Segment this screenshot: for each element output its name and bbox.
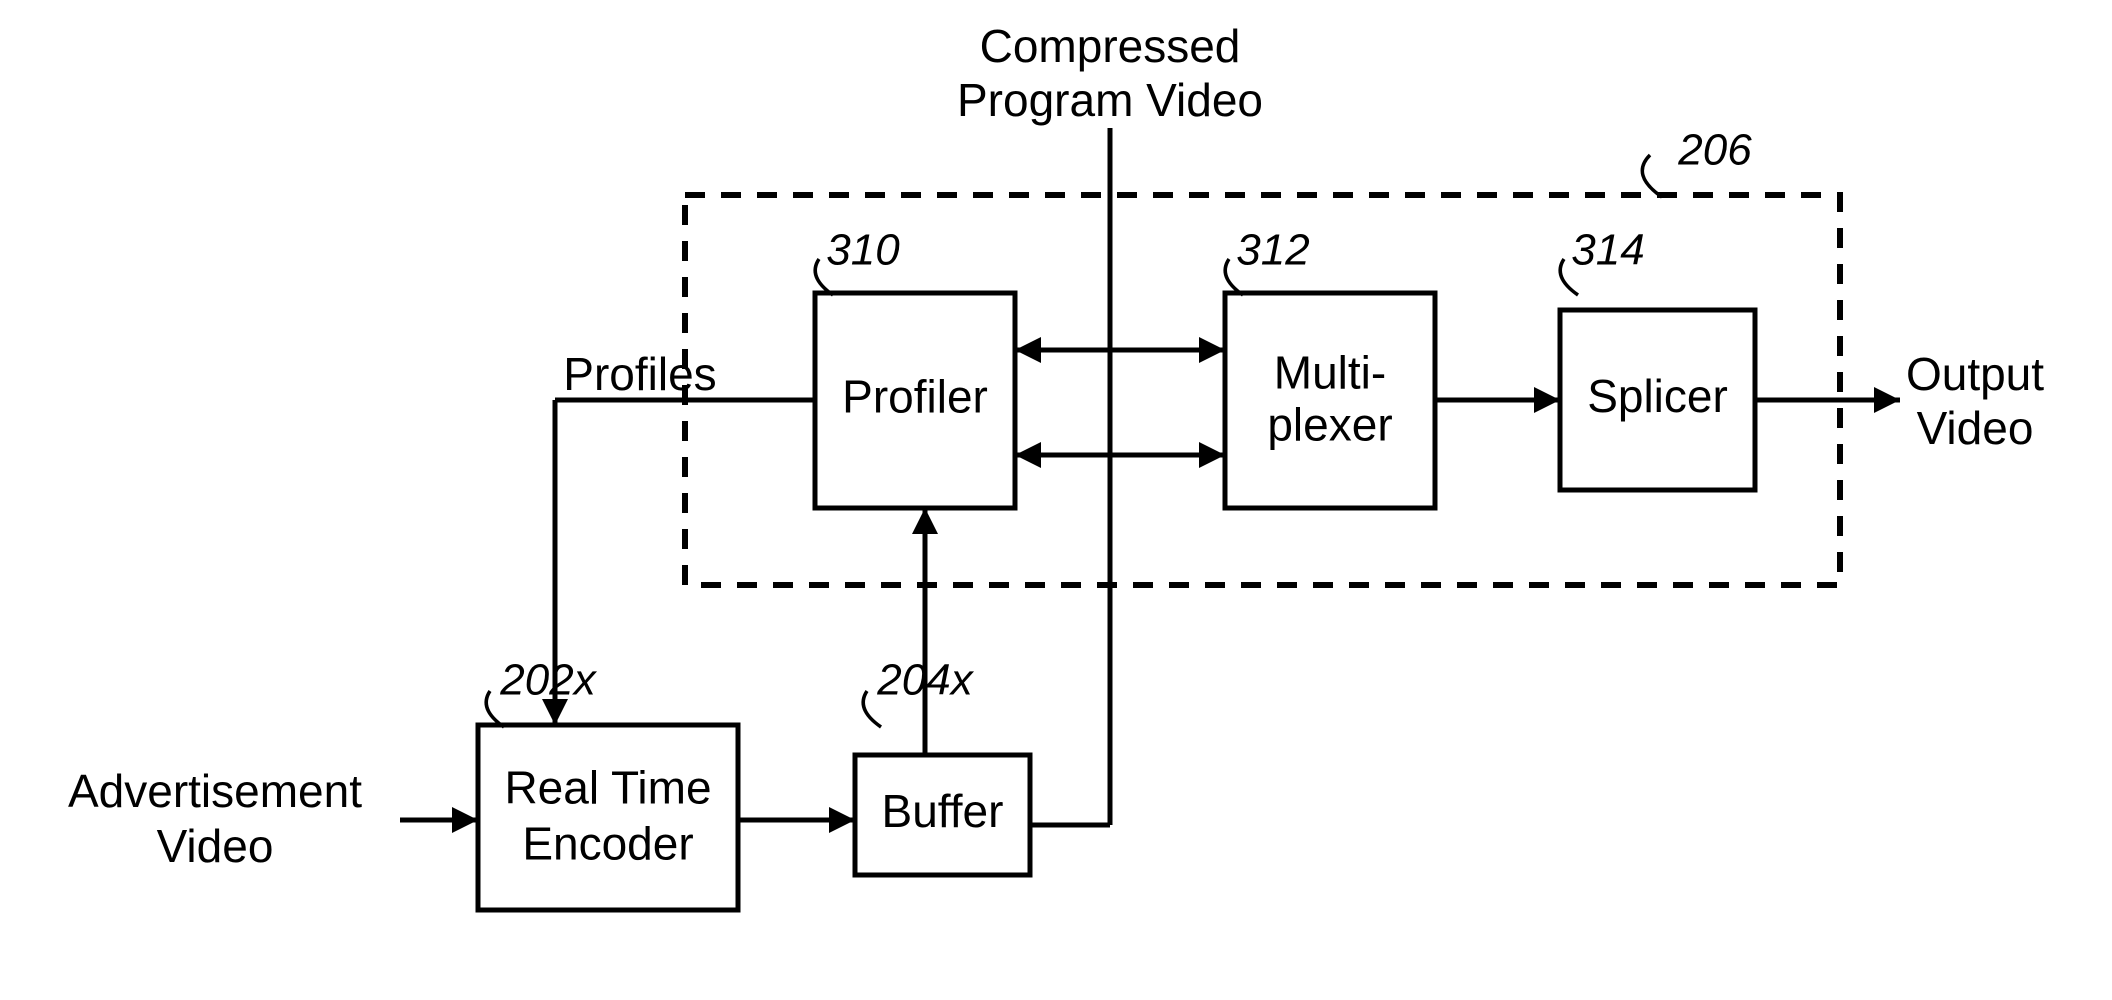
- svg-text:Video: Video: [157, 820, 274, 872]
- svg-text:Encoder: Encoder: [522, 818, 693, 870]
- svg-text:Buffer: Buffer: [882, 785, 1004, 837]
- svg-text:plexer: plexer: [1267, 399, 1392, 451]
- svg-text:312: 312: [1236, 226, 1309, 275]
- svg-text:314: 314: [1571, 226, 1644, 275]
- svg-text:Advertisement: Advertisement: [68, 765, 362, 817]
- svg-text:202x: 202x: [499, 656, 597, 705]
- svg-text:Output: Output: [1906, 348, 2044, 400]
- svg-text:Compressed: Compressed: [980, 20, 1241, 72]
- svg-text:Splicer: Splicer: [1587, 370, 1728, 422]
- svg-text:Profiler: Profiler: [842, 371, 988, 423]
- svg-text:Multi-: Multi-: [1274, 347, 1386, 399]
- svg-text:206: 206: [1677, 126, 1752, 175]
- svg-text:Real Time: Real Time: [504, 762, 711, 814]
- svg-text:Video: Video: [1917, 402, 2034, 454]
- svg-text:310: 310: [826, 226, 900, 275]
- svg-text:Program Video: Program Video: [957, 74, 1263, 126]
- svg-text:Profiles: Profiles: [563, 348, 716, 400]
